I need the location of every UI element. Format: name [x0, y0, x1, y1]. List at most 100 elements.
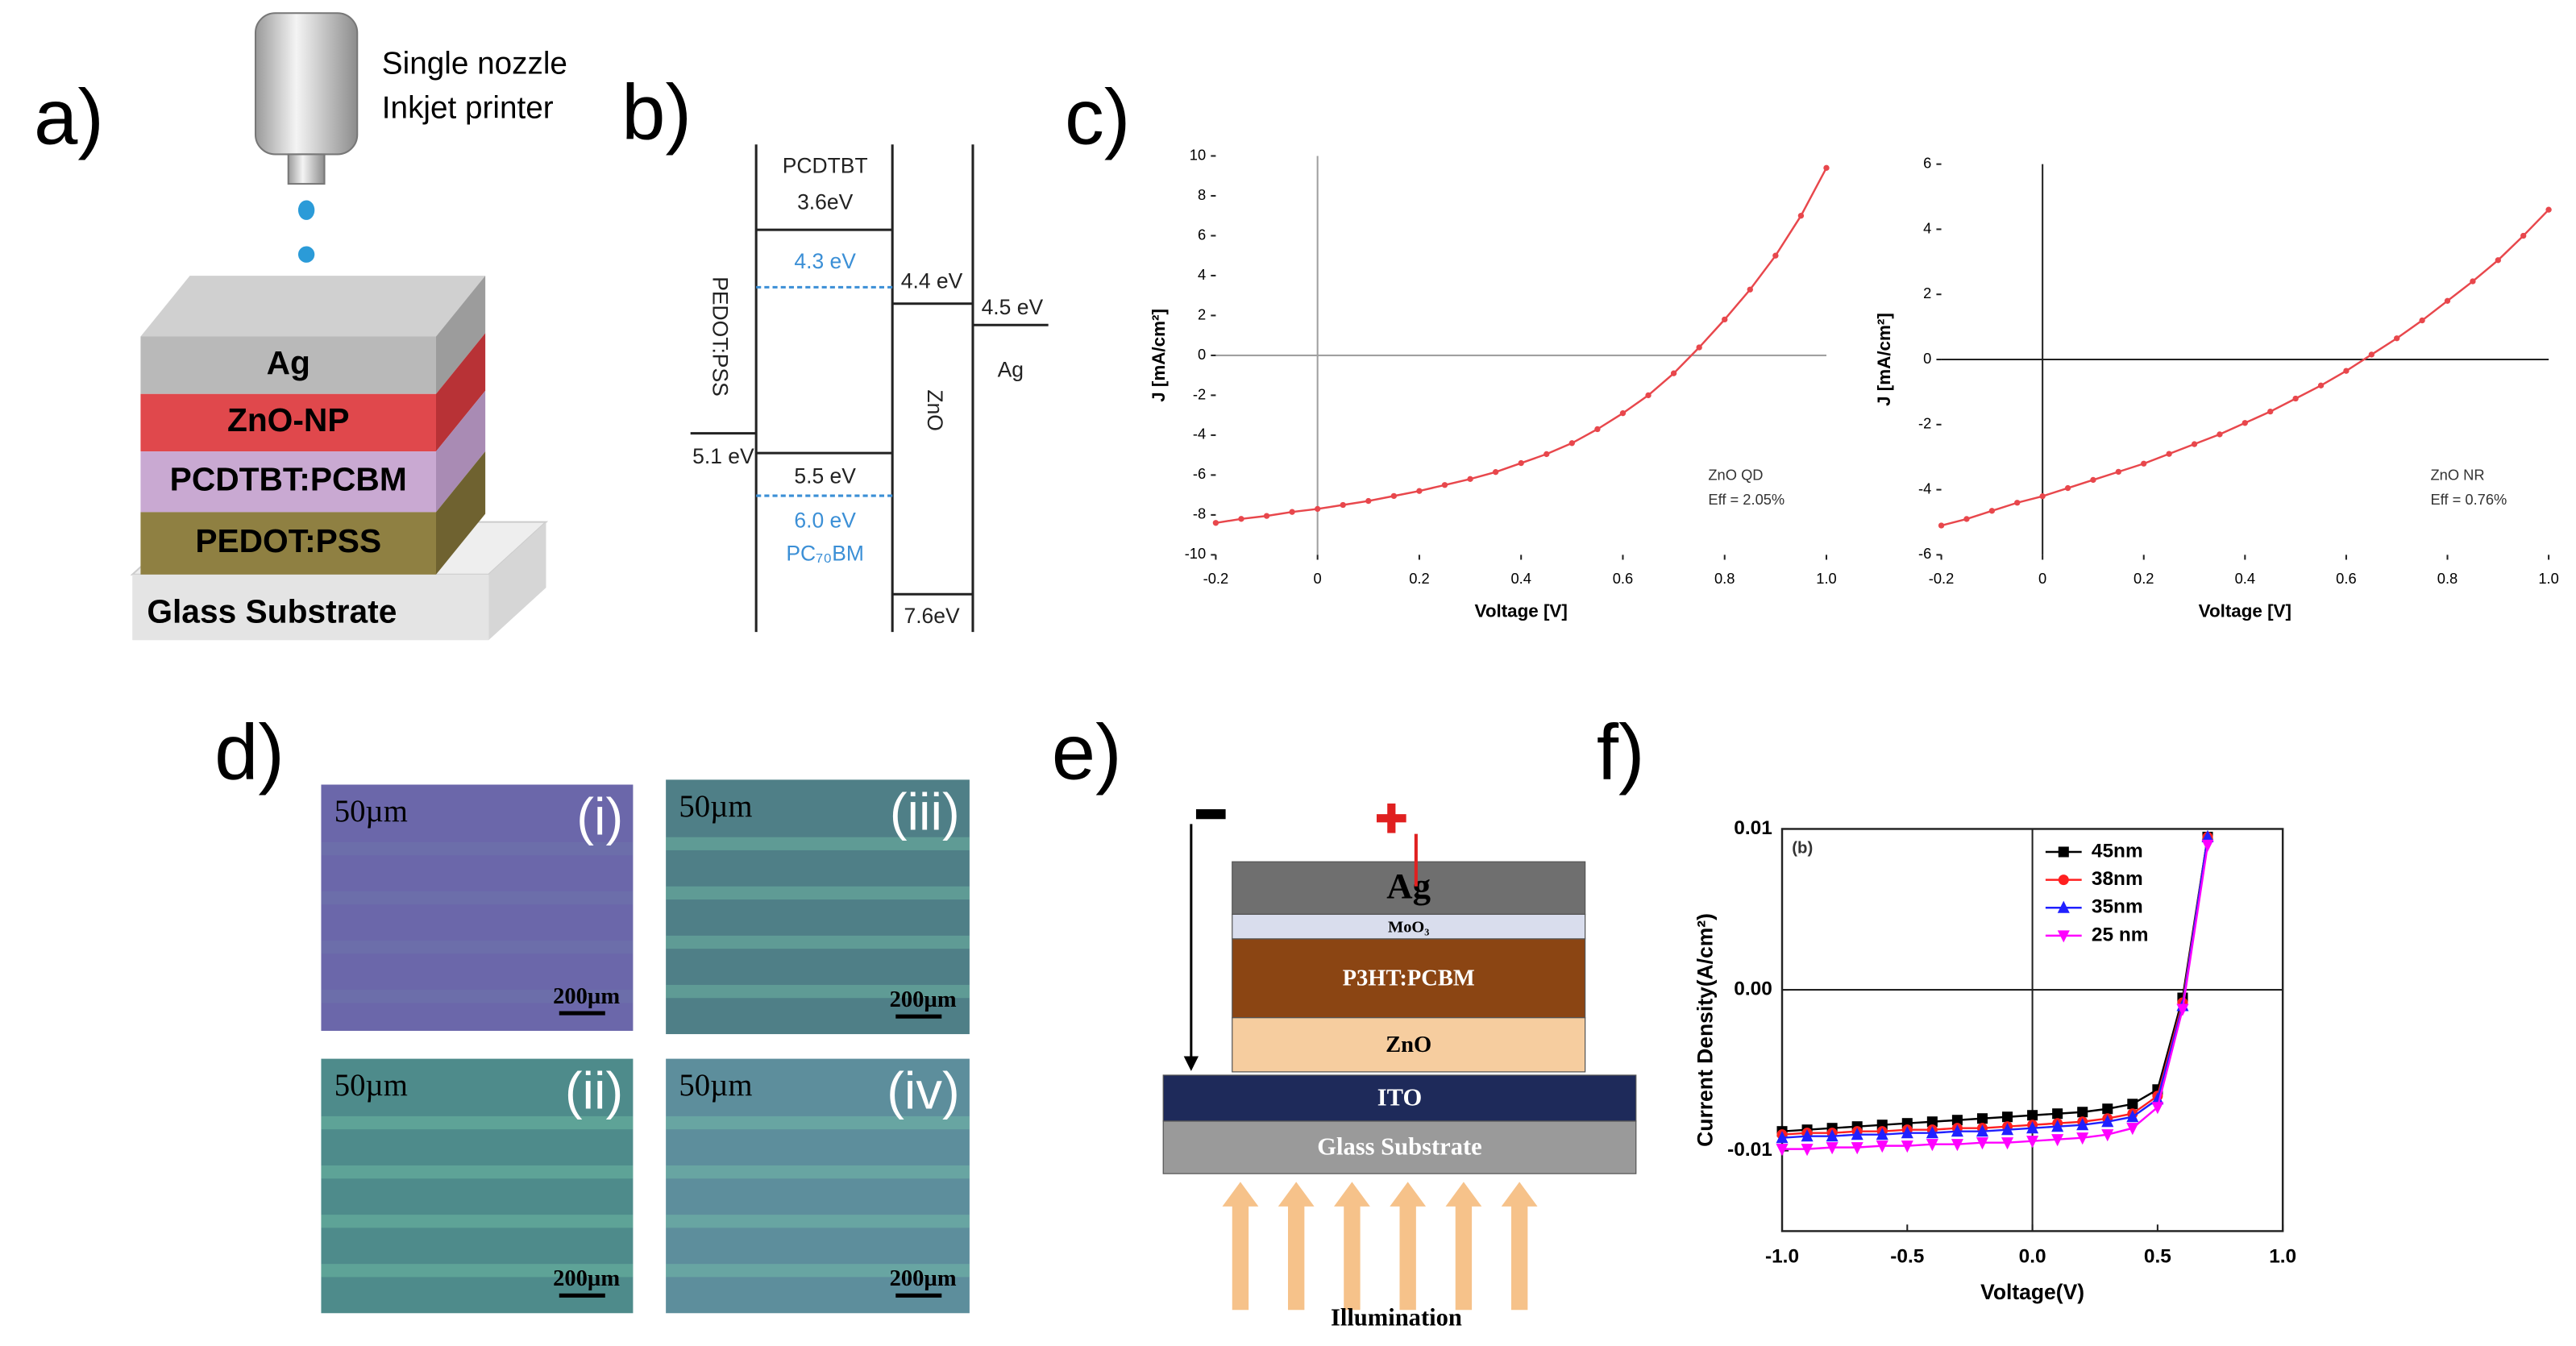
data-point — [2115, 468, 2122, 476]
data-point — [1776, 1144, 1789, 1157]
scale-bar-label: 200µm — [890, 987, 957, 1012]
device-layer-label: ITO — [1377, 1084, 1422, 1111]
micrograph-stripe — [321, 1264, 634, 1277]
data-point — [2317, 382, 2325, 388]
layer-side — [436, 390, 486, 513]
y-tick-label: 8 — [1198, 186, 1206, 203]
data-point — [2026, 1121, 2039, 1134]
device-layer — [1162, 1074, 1637, 1122]
data-point — [1876, 1128, 1888, 1140]
micrograph-stripe — [666, 1115, 970, 1130]
y-tick-label: 0 — [1198, 346, 1206, 363]
annotation: (b) — [1792, 839, 1813, 857]
band-label: 7.6eV — [904, 604, 960, 628]
annotation: ZnO NR — [2430, 466, 2484, 483]
x-axis-label: Voltage [V] — [1475, 601, 1568, 621]
legend-marker — [2058, 846, 2069, 858]
data-point — [1212, 520, 1219, 526]
y-tick-label: 0 — [1923, 350, 1931, 367]
y-tick-label: -4 — [1918, 480, 1931, 496]
data-point — [2051, 1134, 2064, 1147]
data-point — [2201, 829, 2214, 842]
illumination-arrow — [1445, 1182, 1482, 1311]
data-point — [2002, 1111, 2013, 1123]
layer-top — [140, 276, 486, 337]
data-point — [2014, 500, 2021, 506]
data-line — [1781, 837, 2209, 1136]
micrograph — [321, 1058, 634, 1314]
data-point — [1951, 1139, 1963, 1152]
data-point — [1568, 440, 1575, 447]
x-tick-label: 0.2 — [1409, 570, 1429, 587]
layer — [140, 512, 437, 575]
data-line — [1781, 837, 2209, 1132]
micrograph-stripe — [666, 886, 970, 900]
printer-label: Inkjet printer — [382, 91, 554, 126]
x-tick-label: 1.0 — [1816, 570, 1836, 587]
data-point — [1976, 1124, 1989, 1137]
data-point — [2292, 395, 2299, 402]
y-tick-label: -2 — [1918, 415, 1931, 432]
micrograph — [666, 779, 970, 1035]
micrograph-stripe — [321, 1215, 634, 1228]
x-tick-label: 0.4 — [1510, 570, 1531, 587]
data-point — [2217, 431, 2223, 438]
illumination-arrow — [1278, 1182, 1315, 1311]
data-point — [1938, 522, 1945, 529]
data-point — [2076, 1118, 2089, 1131]
annotation: Eff = 0.76% — [2430, 491, 2507, 508]
layer-side — [436, 451, 486, 575]
band-label: 5.1 eV — [692, 444, 754, 468]
data-point — [2470, 278, 2476, 285]
micrograph-stripe — [666, 1264, 970, 1277]
scale-label: 50µm — [679, 1069, 752, 1103]
x-tick-label: -0.2 — [1203, 570, 1229, 587]
scale-bar-label: 200µm — [553, 1266, 620, 1291]
device-layer — [1232, 913, 1586, 940]
data-point — [2039, 492, 2046, 500]
printer-nozzle — [287, 153, 326, 185]
data-point — [1238, 516, 1244, 522]
x-tick-label: -0.2 — [1929, 570, 1955, 587]
y-axis-label: J [mA/cm²] — [1874, 313, 1894, 406]
data-point — [2051, 1120, 2064, 1132]
scale-bar-label: 200µm — [553, 984, 620, 1009]
data-point — [1797, 213, 1805, 219]
layer — [140, 451, 437, 513]
band-label: PC₇₀BM — [786, 541, 864, 565]
data-point — [2176, 1003, 2189, 1016]
minus-sign — [1195, 809, 1226, 820]
x-tick-label: 0.4 — [2235, 570, 2255, 587]
data-point — [1289, 509, 1295, 515]
y-tick-label: 2 — [1198, 305, 1206, 322]
micrograph-stripe — [321, 940, 634, 954]
data-point — [2141, 460, 2147, 467]
substrate-side — [488, 521, 546, 641]
micrograph-stripe — [321, 1115, 634, 1130]
micrograph-stripe — [666, 1165, 970, 1179]
x-tick-label: 0.8 — [2437, 570, 2458, 587]
data-point — [2076, 1132, 2089, 1145]
micrograph-stripe — [666, 984, 970, 999]
data-point — [1901, 1126, 1913, 1139]
y-tick-label: -0.01 — [1727, 1139, 1772, 1161]
layer-label: PCDTBT:PCBM — [170, 461, 407, 498]
band-label: ZnO — [923, 389, 947, 430]
data-point — [2419, 317, 2425, 324]
data-point — [1467, 476, 1473, 483]
panel-label: e) — [1052, 708, 1122, 796]
y-tick-label: -8 — [1193, 505, 1206, 522]
device-layer-label: P3HT:PCBM — [1343, 966, 1475, 991]
data-point — [2101, 1129, 2114, 1142]
illumination-label: Illumination — [1331, 1303, 1462, 1331]
layer-side — [436, 276, 486, 394]
micrograph-stripe — [321, 841, 634, 856]
data-point — [2444, 297, 2451, 304]
data-point — [2102, 1103, 2113, 1115]
y-tick-label: 4 — [1923, 219, 1931, 236]
y-tick-label: -10 — [1185, 545, 1206, 562]
scale-label: 50µm — [334, 795, 408, 829]
device-layer-label: MoO₃ — [1388, 918, 1429, 936]
data-point — [2191, 441, 2198, 447]
data-point — [1988, 508, 1996, 514]
